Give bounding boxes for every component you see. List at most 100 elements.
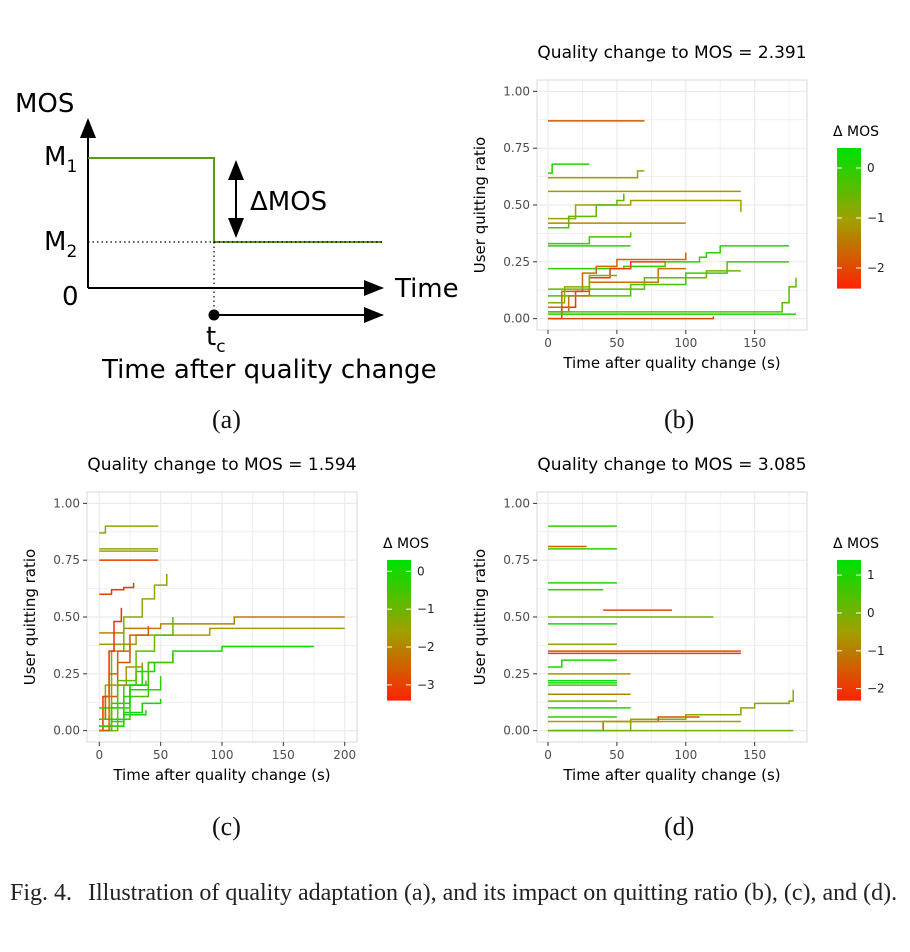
sublabel-c: (c) — [212, 812, 241, 841]
legend-colorbar-segment — [387, 626, 411, 631]
y-tick-label: 1.00 — [503, 496, 530, 510]
legend-colorbar-segment — [837, 186, 861, 191]
legend-colorbar-segment — [837, 211, 861, 216]
legend-colorbar-segment — [837, 239, 861, 244]
legend-colorbar-segment — [837, 277, 861, 282]
legend-colorbar-segment — [837, 155, 861, 160]
legend-colorbar-segment — [837, 682, 861, 687]
legend-colorbar-segment — [837, 158, 861, 163]
legend-tick-label: −1 — [867, 644, 885, 658]
legend-colorbar-segment — [387, 675, 411, 680]
legend-colorbar-segment — [837, 581, 861, 586]
series-line — [548, 170, 645, 179]
legend-colorbar-segment — [387, 661, 411, 666]
legend-colorbar-segment — [387, 560, 411, 565]
time-axis-label: Time — [394, 274, 459, 304]
legend-colorbar-segment — [837, 235, 861, 240]
legend-colorbar-segment — [387, 640, 411, 645]
legend-colorbar-segment — [837, 661, 861, 666]
legend-colorbar-segment — [837, 274, 861, 279]
legend-colorbar-segment — [387, 591, 411, 596]
legend-colorbar-segment — [837, 169, 861, 174]
legend-colorbar-segment — [387, 686, 411, 691]
x-tick-label: 200 — [333, 748, 356, 762]
legend-colorbar-segment — [837, 197, 861, 202]
legend-colorbar-segment — [837, 675, 861, 680]
legend-colorbar-segment — [837, 637, 861, 642]
m2-label: M2 — [44, 227, 77, 262]
legend-colorbar-segment — [387, 581, 411, 586]
legend-colorbar-segment — [387, 693, 411, 698]
series-line — [548, 659, 617, 668]
time-after-change-label: Time after quality change — [101, 355, 437, 385]
legend-colorbar-segment — [387, 644, 411, 649]
series-line — [99, 698, 162, 727]
chart-title: Quality change to MOS = 3.085 — [537, 455, 806, 475]
schematic-diagram: MOS M1 M2 0 Time ΔMOS tc Time after qual… — [15, 89, 459, 385]
legend-colorbar-segment — [387, 584, 411, 589]
legend-colorbar-segment — [837, 619, 861, 624]
legend-colorbar-segment — [837, 267, 861, 272]
legend-colorbar-segment — [837, 165, 861, 170]
legend-tick-label: 0 — [417, 564, 425, 578]
series-line — [548, 689, 794, 732]
y-tick-label: 0.00 — [503, 724, 530, 738]
series-line — [548, 270, 741, 290]
legend-colorbar-segment — [837, 560, 861, 565]
chart-c: Quality change to MOS = 1.594 0 50 100 150 20… — [21, 455, 435, 784]
legend-colorbar-segment — [837, 570, 861, 575]
legend-title: Δ MOS — [833, 536, 879, 552]
y-tick-label: 0.75 — [53, 553, 80, 567]
legend-colorbar-segment — [387, 647, 411, 652]
legend-colorbar-segment — [837, 207, 861, 212]
legend-colorbar-segment — [837, 225, 861, 230]
series-line — [99, 573, 168, 721]
legend-title: Δ MOS — [383, 536, 429, 552]
legend-colorbar-segment — [837, 246, 861, 251]
legend-tick-label: −2 — [867, 261, 885, 275]
legend-colorbar-segment — [837, 228, 861, 233]
legend-colorbar-segment — [837, 616, 861, 621]
legend-colorbar-segment — [837, 658, 861, 663]
x-tick-label: 0 — [544, 748, 552, 762]
legend-tick-label: 0 — [867, 606, 875, 620]
x-tick-label: 50 — [153, 748, 168, 762]
legend-colorbar-segment — [837, 190, 861, 195]
y-tick-label: 0.25 — [503, 255, 530, 269]
legend-colorbar-segment — [387, 598, 411, 603]
legend-colorbar-segment — [837, 665, 861, 670]
y-tick-label: 0.75 — [503, 553, 530, 567]
legend-colorbar-segment — [387, 637, 411, 642]
legend-colorbar-segment — [837, 644, 861, 649]
legend-colorbar-segment — [837, 640, 861, 645]
legend-colorbar-segment — [837, 221, 861, 226]
legend-colorbar-segment — [837, 577, 861, 582]
y-tick-label: 0.00 — [503, 312, 530, 326]
legend-colorbar-segment — [837, 242, 861, 247]
x-tick-label: 100 — [211, 748, 234, 762]
legend-colorbar-segment — [387, 651, 411, 656]
legend-colorbar-segment — [837, 696, 861, 701]
legend-colorbar-segment — [837, 148, 861, 153]
legend-colorbar-segment — [387, 577, 411, 582]
m1-label: M1 — [44, 142, 77, 177]
series-line — [99, 644, 131, 732]
x-tick-label: 150 — [272, 748, 295, 762]
y-axis-label: User quitting ratio — [471, 137, 489, 273]
x-tick-label: 100 — [674, 748, 697, 762]
chart-d: Quality change to MOS = 3.085 0 50 100 150 0.… — [471, 455, 885, 784]
legend-colorbar-segment — [387, 654, 411, 659]
x-tick-label: 0 — [544, 336, 552, 350]
legend-colorbar-segment — [387, 630, 411, 635]
tc-label: tc — [206, 322, 226, 357]
legend-colorbar-segment — [837, 689, 861, 694]
x-tick-label: 150 — [743, 748, 766, 762]
legend-tick-label: −2 — [867, 682, 885, 696]
legend-colorbar-segment — [837, 193, 861, 198]
legend-colorbar-segment — [837, 270, 861, 275]
legend-colorbar-segment — [387, 570, 411, 575]
legend-colorbar-segment — [387, 612, 411, 617]
figure-caption: Fig. 4. Illustration of quality adaptatio… — [10, 878, 905, 908]
legend-tick-label: −1 — [867, 211, 885, 225]
legend-colorbar-segment — [837, 591, 861, 596]
